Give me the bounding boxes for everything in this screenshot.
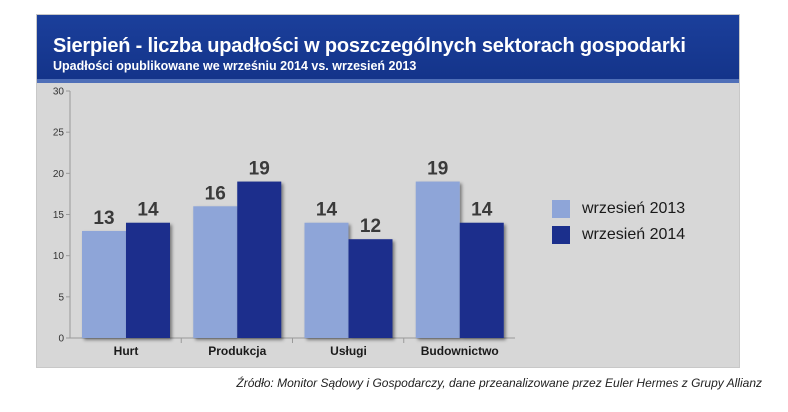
chart-legend: wrzesień 2013 wrzesień 2014 (552, 196, 685, 248)
bar-value-label: 14 (316, 200, 338, 221)
y-tick-label: 20 (53, 169, 65, 180)
bar-value-label: 12 (360, 216, 381, 237)
y-tick-label: 0 (58, 334, 64, 345)
bar-usługi-2014 (348, 239, 393, 338)
legend-label-2013: wrzesień 2013 (582, 200, 686, 217)
x-category-label: Hurt (114, 344, 139, 358)
bar-value-label: 13 (93, 208, 114, 229)
bar-hurt-2013 (82, 230, 126, 338)
y-tick-label: 25 (53, 128, 65, 139)
x-category-label: Usługi (330, 344, 367, 358)
bar-value-label: 19 (249, 159, 270, 180)
legend-label-2014: wrzesień 2014 (582, 226, 686, 243)
legend-item-2014: wrzesień 2014 (552, 222, 685, 248)
legend-swatch-2014 (552, 226, 570, 244)
bar-value-label: 14 (137, 200, 159, 221)
bar-hurt-2014 (126, 222, 170, 338)
bar-usługi-2013 (304, 222, 349, 338)
y-tick-label: 10 (53, 251, 65, 262)
y-tick-label: 15 (53, 210, 65, 221)
bar-value-label: 14 (471, 200, 493, 221)
x-category-label: Produkcja (208, 344, 266, 358)
bar-budownictwo-2013 (415, 181, 460, 338)
chart-subtitle: Upadłości opublikowane we wrześniu 2014 … (53, 59, 417, 73)
bar-value-label: 16 (205, 183, 226, 204)
chart-title: Sierpień - liczba upadłości w poszczegól… (53, 35, 686, 57)
y-tick-label: 30 (53, 87, 65, 98)
source-note: Źródło: Monitor Sądowy i Gospodarczy, da… (236, 376, 762, 390)
legend-swatch-2013 (552, 200, 570, 218)
legend-item-2013: wrzesień 2013 (552, 196, 685, 222)
bar-produkcja-2014 (237, 181, 282, 338)
bar-budownictwo-2014 (459, 222, 504, 338)
bar-value-label: 19 (427, 159, 448, 180)
y-tick-label: 5 (58, 292, 64, 303)
bar-produkcja-2013 (193, 206, 238, 338)
chart-header: Sierpień - liczba upadłości w poszczegól… (37, 15, 739, 83)
x-category-label: Budownictwo (421, 344, 499, 358)
